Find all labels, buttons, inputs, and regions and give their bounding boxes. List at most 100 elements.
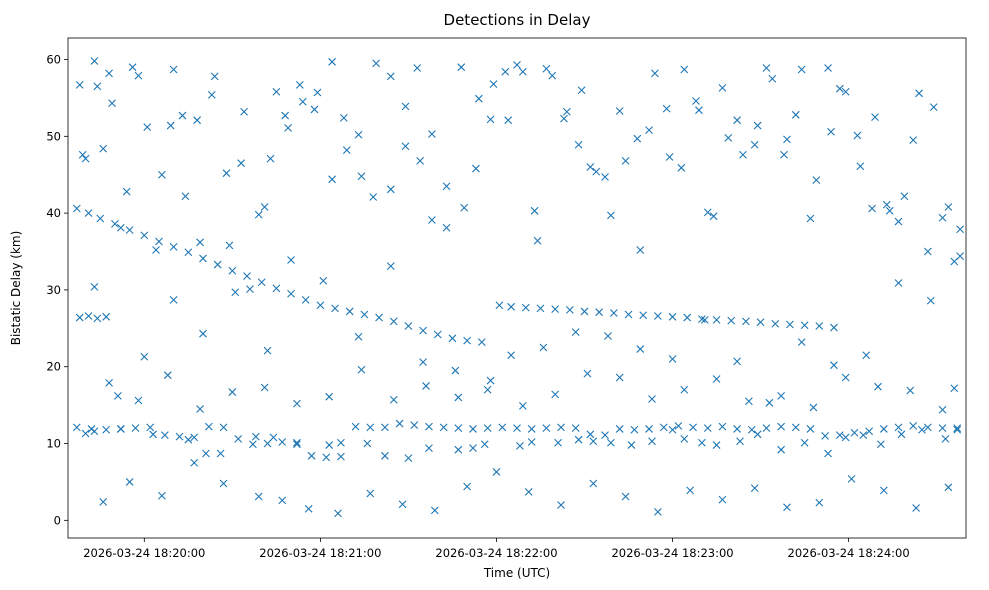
data-point bbox=[574, 435, 583, 444]
y-axis-label: Bistatic Delay (km) bbox=[9, 231, 23, 346]
data-point bbox=[815, 498, 824, 507]
data-point bbox=[196, 238, 204, 247]
data-point bbox=[357, 172, 366, 181]
data-point bbox=[630, 425, 639, 434]
data-point bbox=[93, 314, 102, 323]
data-point bbox=[571, 328, 580, 337]
data-point bbox=[783, 503, 791, 512]
data-point bbox=[557, 423, 565, 432]
data-point bbox=[125, 478, 134, 486]
data-point bbox=[331, 304, 339, 313]
data-point bbox=[410, 421, 419, 429]
data-point bbox=[278, 496, 287, 505]
data-point bbox=[216, 449, 225, 458]
data-point bbox=[248, 440, 257, 449]
data-point bbox=[800, 321, 809, 330]
data-point bbox=[319, 276, 328, 285]
data-point bbox=[941, 435, 950, 443]
data-point bbox=[284, 123, 292, 132]
data-point bbox=[158, 170, 166, 179]
data-point bbox=[583, 369, 592, 378]
data-point bbox=[874, 382, 882, 391]
data-point bbox=[665, 153, 674, 161]
data-point bbox=[507, 302, 516, 311]
data-point bbox=[560, 114, 568, 123]
data-point bbox=[882, 200, 891, 209]
data-point bbox=[824, 449, 832, 458]
data-point bbox=[454, 424, 463, 433]
data-point bbox=[835, 84, 844, 93]
data-point bbox=[442, 182, 451, 191]
data-point bbox=[768, 74, 777, 83]
data-point bbox=[419, 326, 427, 335]
data-point bbox=[184, 435, 193, 444]
data-point bbox=[278, 438, 287, 446]
data-point bbox=[146, 423, 155, 432]
data-point bbox=[938, 213, 947, 222]
data-point bbox=[105, 69, 113, 78]
data-point bbox=[281, 111, 290, 120]
data-point bbox=[733, 425, 741, 433]
data-point bbox=[662, 104, 671, 113]
data-point bbox=[806, 425, 815, 433]
data-point bbox=[389, 317, 398, 326]
data-point bbox=[163, 371, 172, 380]
data-point bbox=[269, 433, 278, 442]
data-point bbox=[307, 451, 316, 460]
data-point bbox=[228, 266, 237, 275]
data-point bbox=[178, 111, 187, 120]
data-point bbox=[835, 431, 844, 439]
data-point bbox=[950, 384, 959, 393]
data-point bbox=[865, 427, 874, 436]
data-point bbox=[607, 438, 615, 447]
data-point bbox=[404, 454, 413, 463]
data-point bbox=[354, 332, 363, 341]
data-point bbox=[339, 113, 348, 122]
data-point bbox=[753, 430, 762, 439]
data-point bbox=[909, 136, 918, 145]
data-point bbox=[542, 424, 551, 433]
data-point bbox=[460, 203, 469, 212]
data-point bbox=[486, 115, 495, 124]
data-point bbox=[923, 423, 932, 432]
data-point bbox=[750, 140, 759, 149]
data-point bbox=[527, 438, 536, 446]
data-point bbox=[742, 317, 750, 326]
data-point bbox=[492, 468, 501, 476]
data-point bbox=[800, 438, 809, 447]
data-point bbox=[105, 378, 113, 387]
data-point bbox=[680, 435, 689, 443]
x-axis-label: Time (UTC) bbox=[483, 566, 550, 580]
data-point bbox=[108, 99, 116, 108]
data-point bbox=[771, 319, 780, 328]
data-point bbox=[190, 433, 199, 442]
data-point bbox=[342, 146, 351, 155]
data-point bbox=[219, 423, 228, 432]
data-point bbox=[624, 310, 633, 319]
data-point bbox=[111, 219, 119, 228]
data-point bbox=[325, 441, 334, 449]
data-point bbox=[463, 482, 471, 491]
data-point bbox=[521, 303, 530, 312]
data-point bbox=[102, 425, 111, 434]
data-point bbox=[859, 431, 868, 439]
data-point bbox=[199, 254, 207, 263]
data-point bbox=[756, 318, 765, 327]
data-point bbox=[777, 445, 786, 454]
data-point bbox=[254, 210, 263, 219]
data-point bbox=[592, 167, 601, 176]
data-point bbox=[199, 329, 207, 338]
data-point bbox=[518, 67, 527, 76]
data-point bbox=[577, 86, 586, 95]
data-point bbox=[783, 135, 791, 144]
data-point bbox=[99, 144, 108, 153]
data-point bbox=[627, 441, 636, 449]
data-point bbox=[645, 425, 653, 433]
data-point bbox=[389, 395, 398, 404]
data-point bbox=[204, 422, 213, 431]
data-point bbox=[648, 395, 656, 403]
data-point bbox=[363, 439, 372, 448]
data-point bbox=[923, 247, 932, 256]
data-point bbox=[733, 357, 741, 366]
